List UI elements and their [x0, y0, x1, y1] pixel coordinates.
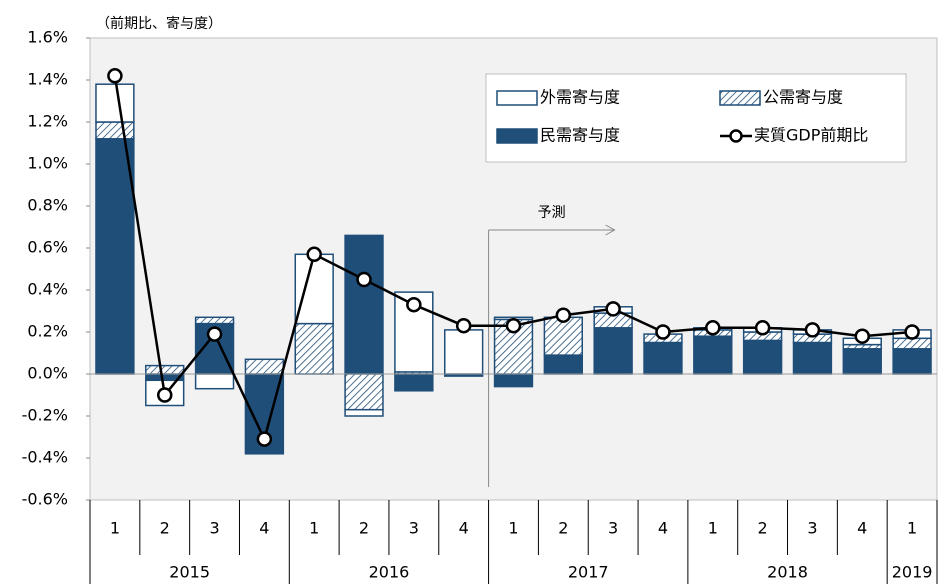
gdp-marker — [904, 324, 920, 340]
bar-segment — [892, 337, 932, 350]
legend-label: 公需寄与度 — [763, 88, 843, 107]
legend-swatch — [496, 90, 538, 106]
bar-segment — [95, 83, 135, 123]
legend-label: 外需寄与度 — [540, 88, 620, 107]
x-group-label: 2016 — [369, 563, 410, 582]
gdp-marker — [156, 387, 173, 403]
y-tick-label: 0.2% — [27, 322, 68, 341]
gdp-marker — [406, 296, 422, 313]
x-tick-label: 1 — [508, 519, 518, 538]
x-tick-label: 3 — [807, 519, 817, 538]
x-group-label: 2015 — [169, 563, 210, 582]
x-tick-label: 1 — [907, 519, 917, 538]
x-tick-label: 3 — [209, 519, 219, 538]
legend-swatch — [719, 90, 761, 106]
legend-box — [485, 73, 907, 163]
x-tick-label: 4 — [259, 519, 269, 538]
forecast-label: 予測 — [538, 205, 566, 221]
x-tick-label: 2 — [558, 519, 568, 538]
bar-segment — [294, 322, 334, 375]
y-tick-label: 0.6% — [27, 238, 68, 257]
bar-segment — [643, 341, 683, 375]
gdp-marker — [605, 301, 621, 317]
bar-segment — [95, 138, 135, 375]
legend-label: 民需寄与度 — [540, 126, 620, 145]
bar-segment — [95, 121, 135, 140]
x-tick-label: 4 — [459, 519, 469, 538]
bar-segment — [344, 373, 384, 411]
bar-segment — [792, 341, 833, 375]
y-tick-label: 1.4% — [27, 70, 68, 89]
legend-label: 実質GDP前期比 — [754, 126, 868, 145]
x-tick-label: 2 — [160, 519, 170, 538]
bar-segment — [394, 373, 434, 392]
bar-segment — [294, 253, 334, 325]
bar-segment — [543, 354, 584, 375]
gdp-marker — [655, 324, 671, 340]
gdp-marker — [754, 320, 771, 336]
legend-swatch — [496, 128, 538, 144]
gdp-marker — [705, 320, 721, 336]
gdp-marker — [455, 317, 472, 334]
bar-segment — [443, 329, 484, 375]
bar-segment — [693, 335, 733, 375]
y-tick-label: -0.2% — [22, 406, 68, 425]
x-tick-label: 3 — [608, 519, 618, 538]
bar-segment — [892, 348, 932, 375]
x-group-label: 2017 — [568, 563, 609, 582]
gdp-marker — [356, 271, 372, 288]
y-tick-label: -0.6% — [22, 490, 68, 509]
x-tick-label: 2 — [359, 519, 369, 538]
gdp-marker — [804, 322, 821, 338]
unit-label: （前期比、寄与度） — [96, 15, 222, 32]
y-tick-label: 0.0% — [27, 364, 68, 383]
gdp-marker — [505, 317, 522, 334]
gdp-marker — [555, 307, 572, 323]
x-group-label: 2019 — [892, 563, 933, 582]
bar-segment — [344, 234, 384, 375]
gdp-marker — [854, 328, 871, 344]
x-tick-label: 1 — [309, 519, 319, 538]
bar-segment — [593, 327, 633, 375]
y-tick-label: 0.8% — [27, 196, 68, 215]
y-tick-label: 1.2% — [27, 112, 68, 131]
legend-marker — [729, 129, 743, 143]
forecast-arrowhead — [605, 224, 616, 236]
x-tick-label: 4 — [658, 519, 668, 538]
gdp-marker — [306, 246, 322, 263]
x-tick-label: 3 — [409, 519, 419, 538]
x-tick-label: 1 — [110, 519, 120, 538]
bar-segment — [543, 316, 584, 356]
gdp-marker — [256, 431, 273, 447]
x-tick-label: 4 — [857, 519, 867, 538]
bar-segment — [194, 316, 235, 325]
bar-segment — [194, 373, 235, 390]
bar-segment — [344, 408, 384, 417]
bar-segment — [145, 364, 185, 375]
x-tick-label: 1 — [708, 519, 718, 538]
y-tick-label: 1.6% — [27, 28, 68, 47]
x-tick-label: 2 — [758, 519, 768, 538]
bar-segment — [244, 358, 285, 375]
gdp-marker — [107, 68, 123, 84]
y-tick-label: 1.0% — [27, 154, 68, 173]
bar-segment — [842, 348, 882, 375]
x-group-label: 2018 — [767, 563, 808, 582]
y-tick-label: -0.4% — [22, 448, 68, 467]
y-tick-label: 0.4% — [27, 280, 68, 299]
bar-segment — [493, 373, 534, 388]
bar-segment — [742, 339, 783, 375]
gdp-marker — [206, 326, 223, 342]
